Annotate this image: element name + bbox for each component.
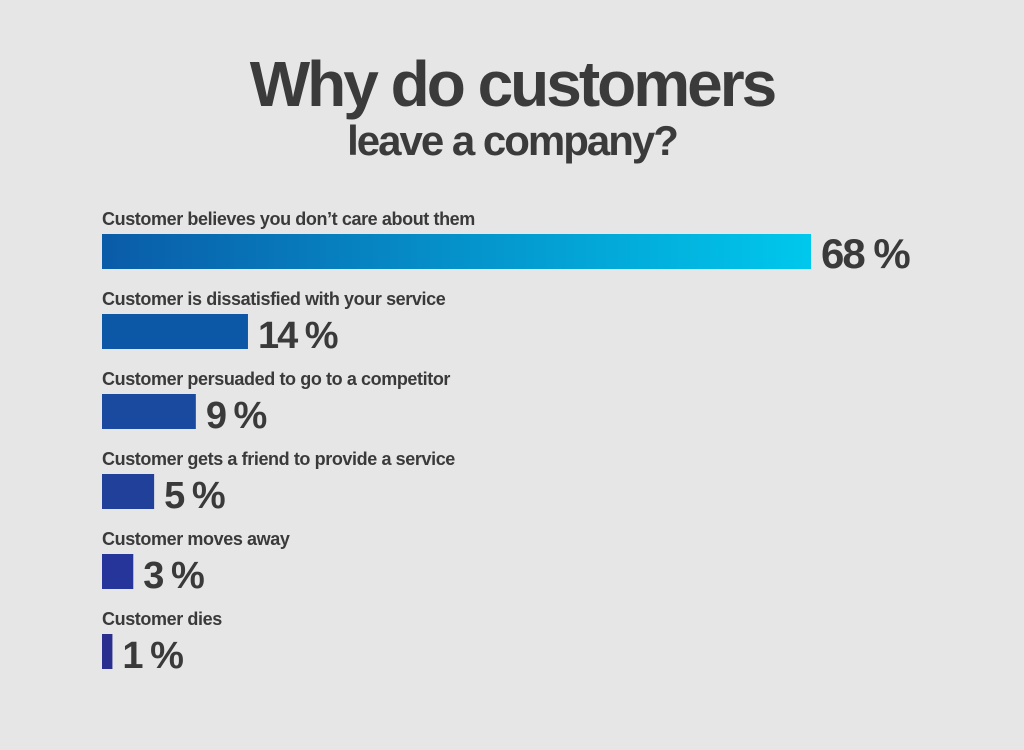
bar-row: Customer gets a friend to provide a serv… [102, 449, 456, 517]
value-label: 1 % [122, 635, 183, 677]
value-label: 14 % [258, 315, 338, 357]
bar-row: Customer moves away 3 % [102, 529, 290, 597]
bars-layer: Customer believes you don’t care about t… [102, 209, 912, 677]
bar-row: Customer believes you don’t care about t… [102, 209, 912, 277]
category-label: Customer is dissatisfied with your servi… [102, 289, 446, 309]
category-label: Customer dies [102, 609, 222, 629]
category-label: Customer moves away [102, 529, 290, 549]
bar-row: Customer is dissatisfied with your servi… [102, 289, 446, 357]
bar-row: Customer persuaded to go to a competitor… [102, 369, 451, 437]
chart-subtitle: leave a company? [347, 117, 679, 164]
value-label: 68 % [821, 230, 910, 277]
bar-row: Customer dies 1 % [102, 609, 223, 677]
value-label: 9 % [206, 395, 267, 437]
bar [102, 634, 113, 669]
chart-title: Why do customers [249, 48, 778, 120]
bar [102, 394, 196, 429]
category-label: Customer persuaded to go to a competitor [102, 369, 450, 389]
value-label: 5 % [164, 475, 225, 517]
bar [102, 554, 134, 589]
bar [102, 234, 811, 269]
bar [102, 314, 248, 349]
bar [102, 474, 155, 509]
category-label: Customer believes you don’t care about t… [102, 209, 475, 229]
value-label: 3 % [143, 555, 204, 597]
category-label: Customer gets a friend to provide a serv… [102, 449, 455, 469]
